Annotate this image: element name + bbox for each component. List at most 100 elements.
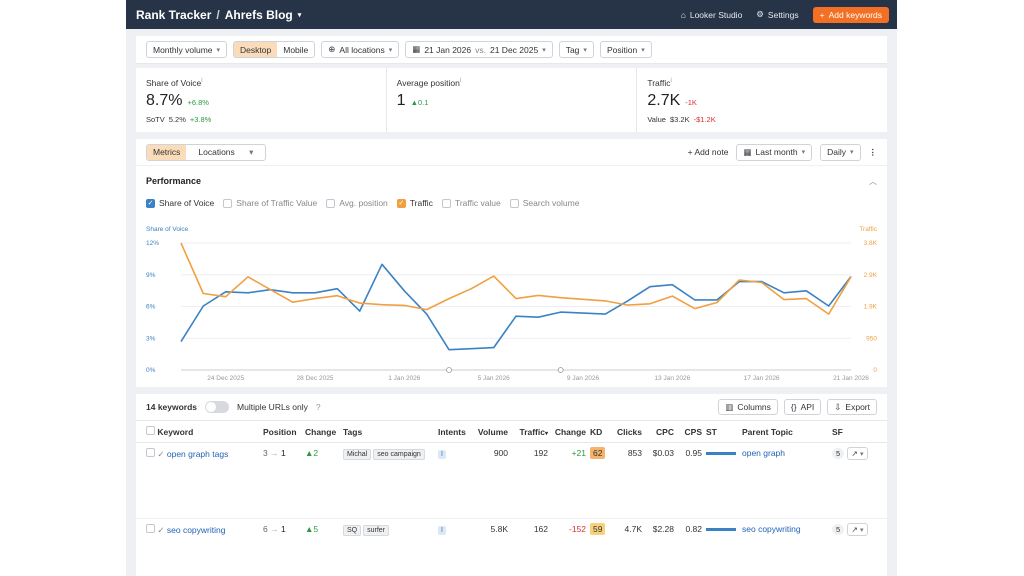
- col-position[interactable]: Position: [261, 420, 303, 443]
- row-checkbox[interactable]: [146, 524, 155, 533]
- keyword-link[interactable]: open graph tags: [166, 449, 229, 459]
- table-row[interactable]: ✓ open graph tags 3 → 1 ▲2 Michal seo cam…: [136, 442, 887, 519]
- interval-dropdown[interactable]: Daily ▾: [820, 143, 861, 161]
- legend-traffic-value[interactable]: Traffic value: [441, 198, 501, 208]
- chevron-down-icon: ▾: [801, 149, 806, 156]
- device-toggle: Desktop Mobile: [233, 41, 316, 58]
- col-parent-topic[interactable]: Parent Topic: [740, 420, 830, 443]
- col-change[interactable]: Change: [303, 420, 341, 443]
- col-label: Traffic: [519, 426, 545, 437]
- trend-dropdown[interactable]: ↗ ▾: [846, 447, 869, 460]
- select-all-checkbox[interactable]: [146, 426, 155, 435]
- locations-tab[interactable]: Locations ▾: [186, 145, 265, 160]
- chart-toolbar: Metrics Locations ▾ + Add note ▦ Last mo…: [136, 139, 887, 166]
- traffic-label: Traffici: [647, 78, 887, 88]
- col-clicks[interactable]: Clicks: [612, 420, 644, 443]
- tag-badge[interactable]: surfer: [363, 525, 390, 536]
- col-traffic[interactable]: Traffic▾: [510, 420, 550, 443]
- keyword-link[interactable]: seo copywriting: [166, 525, 226, 535]
- tag-badge[interactable]: seo campaign: [373, 449, 425, 460]
- add-note-button[interactable]: + Add note: [688, 147, 729, 157]
- avg-position-stat: Average positioni 1 ▲0.1: [387, 68, 638, 132]
- desktop-tab[interactable]: Desktop: [234, 42, 278, 57]
- chevron-up-icon[interactable]: ︿: [869, 176, 877, 186]
- share-of-voice-line: [180, 263, 852, 351]
- pos-from: 6: [263, 524, 268, 534]
- traffic-line: [180, 242, 852, 315]
- export-button[interactable]: ⇩ Export: [827, 399, 877, 415]
- more-options-icon[interactable]: ⋮: [868, 146, 878, 157]
- columns-button[interactable]: ▥ Columns: [718, 399, 778, 415]
- date-range-picker[interactable]: ▦ 21 Jan 2026 vs. 21 Dec 2025 ▾: [405, 41, 553, 58]
- parent-topic-link[interactable]: open graph: [742, 448, 786, 458]
- mobile-tab[interactable]: Mobile: [283, 44, 309, 55]
- legend-traffic[interactable]: ✓ Traffic: [396, 198, 433, 208]
- locations-dropdown[interactable]: ⊕ All locations ▾: [321, 41, 400, 58]
- avg-change: ▲0.1: [410, 98, 429, 107]
- col-kd[interactable]: KD: [588, 420, 612, 443]
- chevron-down-icon: ▾: [641, 46, 645, 54]
- add-keywords-button[interactable]: + Add keywords: [812, 6, 889, 23]
- intent-badge[interactable]: I: [438, 526, 446, 535]
- help-icon[interactable]: ?: [315, 402, 321, 412]
- intent-badge[interactable]: I: [438, 450, 446, 459]
- gear-icon: ⚙: [756, 9, 764, 19]
- keyword-count: 14 keywords: [146, 402, 198, 412]
- looker-studio-link[interactable]: ⌂ Looker Studio: [681, 10, 743, 20]
- view-toggle: Metrics Locations ▾: [146, 143, 267, 161]
- serp-trend-bar: [706, 528, 736, 532]
- col-cpc[interactable]: CPC: [644, 420, 676, 443]
- trend-dropdown[interactable]: ↗ ▾: [846, 523, 869, 536]
- tag-dropdown[interactable]: Tag ▾: [558, 41, 594, 58]
- trend-line-icon: ↗: [851, 449, 858, 458]
- date-from: 21 Jan 2026: [424, 44, 472, 55]
- col-tags[interactable]: Tags: [341, 420, 436, 443]
- sf-cell: 5 ↗ ▾: [830, 442, 887, 519]
- col-volume[interactable]: Volume: [474, 420, 510, 443]
- table-actions: ▥ Columns {} API ⇩ Export: [718, 399, 877, 415]
- legend-label: Traffic: [409, 198, 433, 208]
- sov-label: Share of Voicei: [146, 78, 386, 88]
- right-tick-label: 3.8K: [864, 240, 878, 247]
- breadcrumb-separator: /: [216, 7, 220, 22]
- legend-avg-position[interactable]: Avg. position: [326, 198, 388, 208]
- info-icon[interactable]: i: [201, 78, 203, 85]
- tag-badge[interactable]: Michal: [343, 449, 372, 460]
- settings-button[interactable]: ⚙ Settings: [756, 9, 798, 20]
- tag-badge[interactable]: SQ: [343, 525, 362, 536]
- sov-value: 8.7%: [146, 92, 183, 109]
- row-checkbox[interactable]: [146, 448, 155, 457]
- period-dropdown[interactable]: ▦ Last month ▾: [736, 143, 813, 161]
- volume-dropdown[interactable]: Monthly volume ▾: [146, 41, 228, 58]
- chevron-down-icon[interactable]: ▾: [297, 11, 302, 19]
- metrics-tab[interactable]: Metrics: [147, 144, 187, 160]
- performance-chart[interactable]: Share of Voice Traffic 0% 0 3% 950 6% 1.9K 9% 2.9…: [136, 223, 887, 385]
- legend-search-volume[interactable]: Search volume: [509, 198, 579, 208]
- table-row[interactable]: ✓ seo copywriting 6 → 1 ▲5 SQ surfer I 5.…: [136, 518, 887, 576]
- position-dropdown[interactable]: Position ▾: [599, 41, 652, 58]
- col-st[interactable]: ST: [704, 420, 740, 443]
- sf-badge[interactable]: 5: [832, 524, 845, 535]
- col-keyword[interactable]: Keyword: [136, 420, 261, 443]
- col-cps[interactable]: CPS: [676, 420, 704, 443]
- traffic-value: 2.7K: [647, 92, 681, 109]
- col-sf[interactable]: SF: [830, 420, 887, 443]
- intent-cell: I: [436, 442, 474, 519]
- legend-share-of-voice[interactable]: ✓ Share of Voice: [146, 198, 214, 208]
- multiple-urls-toggle[interactable]: [205, 401, 230, 413]
- export-label: Export: [845, 402, 870, 412]
- sf-badge[interactable]: 5: [832, 448, 845, 459]
- filter-bar: Monthly volume ▾ Desktop Mobile ⊕ All lo…: [136, 36, 887, 64]
- left-tick-label: 9%: [146, 272, 156, 279]
- project-selector[interactable]: Ahrefs Blog: [224, 7, 293, 22]
- legend-share-of-traffic-value[interactable]: Share of Traffic Value: [223, 198, 317, 208]
- info-icon[interactable]: i: [459, 78, 462, 85]
- col-intents[interactable]: Intents: [436, 420, 474, 443]
- info-icon[interactable]: i: [670, 78, 672, 85]
- chevron-down-icon: ▾: [849, 149, 854, 156]
- parent-topic-link[interactable]: seo copywriting: [742, 524, 801, 534]
- col-traffic-change[interactable]: Change: [550, 420, 588, 443]
- api-button[interactable]: {} API: [783, 399, 822, 415]
- performance-title: Performance: [146, 176, 202, 186]
- plus-icon: +: [687, 147, 693, 157]
